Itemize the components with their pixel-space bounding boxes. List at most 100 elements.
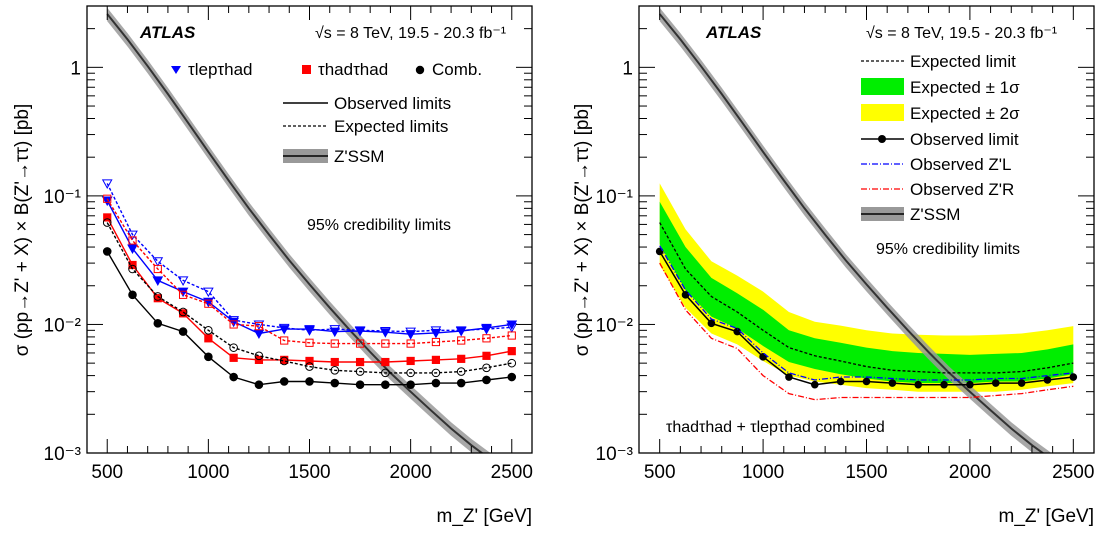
- legend-label-ssm: Z'SSM: [334, 147, 384, 166]
- series-line--had-had-expected: [106, 198, 512, 345]
- point--had-had-observed: [229, 353, 238, 362]
- right-y-tick-label: 1: [622, 58, 633, 79]
- point-comb-expected: [102, 218, 112, 227]
- left-y-tick-label: 1: [70, 58, 81, 79]
- point-comb-observed: [153, 319, 163, 328]
- legend-label-observed-limit: Observed limit: [910, 130, 1019, 149]
- point-observed-limit: [707, 319, 716, 328]
- point--lep-had-observed: [253, 329, 265, 340]
- point--lep-had-expected: [152, 257, 164, 267]
- point--had-had-expected: [229, 320, 238, 329]
- right-atlas-label: ATLAS: [705, 23, 762, 42]
- left-axes: 500 1000 1500 2000 2500 10⁻³ 10⁻² 10⁻¹ 1: [44, 5, 533, 483]
- right-credibility-note: 95% credibility limits: [876, 241, 1020, 258]
- right-x-tick-label: 500: [644, 462, 676, 483]
- point--lep-had-observed: [177, 287, 189, 298]
- point--had-had-expected: [204, 299, 213, 308]
- point-observed-limit: [991, 379, 1000, 387]
- point-comb-observed: [406, 380, 415, 389]
- point--had-had-expected: [482, 334, 491, 343]
- point--had-had-expected: [153, 264, 162, 274]
- point-comb-expected: [330, 365, 340, 375]
- point--had-had-expected: [128, 236, 137, 245]
- legend-label-1sigma: Expected ± 1σ: [910, 78, 1020, 97]
- point-comb-observed: [204, 352, 213, 362]
- point-comb-observed: [355, 380, 365, 389]
- point--had-had-observed: [204, 334, 213, 343]
- legend-marker-observed-limit: [878, 135, 886, 143]
- point--lep-had-expected: [329, 325, 341, 335]
- point--lep-had-expected: [506, 323, 518, 333]
- left-y-tick-label: 10⁻¹: [44, 187, 82, 208]
- left-credibility-note: 95% credibility limits: [307, 217, 451, 234]
- right-x-tick-label: 1000: [742, 462, 784, 483]
- point--lep-had-observed: [127, 244, 138, 254]
- left-energy-label: √s = 8 TeV, 19.5 - 20.3 fb⁻¹: [315, 25, 506, 42]
- point--lep-had-expected: [127, 230, 138, 241]
- legend-band-1sigma: [861, 78, 904, 95]
- point-comb-expected: [355, 367, 365, 376]
- right-x-tick-label: 2000: [949, 462, 991, 483]
- point--had-had-observed: [406, 356, 415, 366]
- point--had-had-expected: [355, 339, 365, 348]
- point-observed-limit: [655, 247, 664, 256]
- left-plot-area: [101, 7, 518, 453]
- legend-label-comb: Comb.: [432, 60, 482, 79]
- point-comb-expected: [204, 326, 213, 335]
- series-line-observed-z-l-line: [659, 245, 1074, 381]
- point-observed-limit: [862, 377, 871, 386]
- point-comb-expected: [305, 362, 314, 371]
- right-panel: 500 1000 1500 2000 2500 10⁻³ 10⁻² 10⁻¹ 1 ATLAS √…: [572, 5, 1095, 527]
- point-observed-limit: [966, 380, 974, 389]
- point--lep-had-expected: [101, 179, 113, 189]
- left-y-tick-label: 10⁻²: [44, 315, 82, 336]
- left-atlas-label: ATLAS: [139, 23, 196, 42]
- point--lep-had-observed: [101, 196, 113, 207]
- point-comb-observed: [229, 372, 238, 382]
- left-x-axis-title: m_Z' [GeV]: [437, 506, 532, 527]
- left-x-tick-label: 500: [91, 462, 123, 483]
- point-observed-limit: [914, 380, 923, 389]
- right-x-tick-label: 2500: [1052, 462, 1094, 483]
- point-comb-observed: [507, 372, 517, 382]
- legend-label-observed-zr: Observed Z'R: [910, 180, 1014, 199]
- point--lep-had-expected: [278, 323, 290, 334]
- point-comb-expected: [178, 307, 188, 317]
- point-comb-observed: [279, 377, 289, 386]
- point--had-had-observed: [381, 357, 390, 367]
- point-comb-expected: [482, 363, 491, 373]
- right-energy-label: √s = 8 TeV, 19.5 - 20.3 fb⁻¹: [866, 25, 1057, 42]
- legend-label-2sigma: Expected ± 2σ: [910, 104, 1020, 123]
- point-observed-limit: [940, 380, 948, 389]
- point--had-had-observed: [482, 351, 491, 360]
- point-comb-expected: [254, 351, 264, 361]
- point-observed-limit: [681, 291, 690, 299]
- point--had-had-observed: [305, 356, 314, 366]
- point--had-had-expected: [431, 337, 441, 347]
- point--lep-had-expected: [304, 326, 315, 336]
- point--had-had-expected: [254, 322, 264, 331]
- point-observed-limit: [888, 379, 897, 387]
- right-legend: Expected limit Expected ± 1σ Expected ± …: [861, 52, 1020, 224]
- point--had-had-observed: [431, 355, 441, 364]
- legend-marker-lephad: [171, 66, 181, 74]
- point--had-had-expected: [103, 194, 112, 203]
- point--had-had-expected: [178, 290, 188, 299]
- right-channel-label: τhadτhad + τlepτhad combined: [666, 419, 885, 436]
- left-legend-channels: τlepτhad τhadτhad Comb.: [171, 60, 482, 79]
- legend-label-lephad: τlepτhad: [188, 60, 252, 79]
- point-comb-expected: [153, 292, 163, 301]
- point--had-had-expected: [381, 339, 390, 348]
- point-observed-limit: [1017, 379, 1026, 387]
- point--lep-had-expected: [481, 325, 492, 335]
- legend-marker-comb: [415, 65, 425, 75]
- legend-label-expected-limit: Expected limit: [910, 52, 1016, 71]
- zssm-line: [658, 13, 1045, 453]
- legend-band-2sigma: [861, 104, 904, 121]
- right-axes: 500 1000 1500 2000 2500 10⁻³ 10⁻² 10⁻¹ 1: [596, 5, 1094, 483]
- point-observed-limit: [1043, 376, 1052, 384]
- right-x-tick-label: 1500: [845, 462, 887, 483]
- series-line-comb-expected: [106, 222, 512, 374]
- right-y-tick-label: 10⁻¹: [596, 187, 634, 208]
- left-y-axis-title: σ (pp→Z' + X) × B(Z'→ττ) [pb]: [12, 104, 33, 357]
